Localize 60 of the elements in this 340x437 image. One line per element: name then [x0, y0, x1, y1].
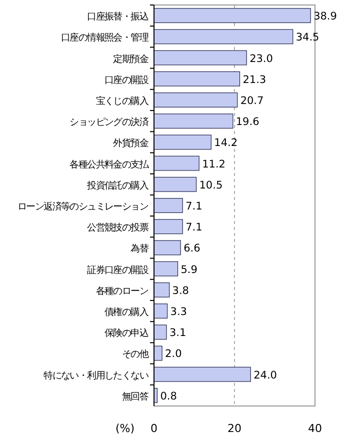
bar	[154, 71, 240, 86]
bar	[154, 198, 183, 213]
y-tick-label: 為替	[130, 244, 148, 255]
x-tick-label: 0	[150, 422, 158, 435]
y-tick-label: 投資信託の購入	[86, 180, 148, 192]
y-tick-label: 定期預金	[113, 54, 148, 65]
bar	[154, 282, 170, 298]
data-label: 19.6	[236, 116, 260, 128]
y-tick-label: 証券口座の開設	[87, 264, 148, 276]
bar	[154, 134, 212, 150]
data-label: 2.0	[165, 348, 182, 360]
y-tick-label: ローン返済等のシュミレーション	[17, 202, 148, 212]
data-label: 24.0	[254, 369, 277, 382]
data-label: 11.2	[202, 158, 226, 170]
y-tick-label: 口座の開設	[104, 74, 148, 86]
bar	[154, 176, 197, 192]
bar	[154, 92, 238, 108]
y-tick-label: 公営競技の投票	[87, 222, 148, 234]
y-tick-label: 口座の情報照会・管理	[60, 32, 148, 44]
data-label: 34.5	[296, 32, 320, 44]
x-axis-title: (%)	[115, 422, 135, 435]
data-label: 10.5	[199, 179, 223, 192]
bar	[154, 29, 294, 44]
bar	[154, 240, 181, 256]
y-tick-label: 各種のローン	[96, 286, 148, 297]
data-label: 14.2	[214, 137, 238, 150]
bar	[154, 114, 234, 129]
bar	[154, 324, 167, 340]
y-tick-label: 各種公共料金の支払	[70, 159, 150, 170]
bar	[154, 304, 168, 319]
data-label: 23.0	[250, 52, 273, 65]
y-tick-label: 外貨預金	[113, 138, 148, 150]
bar	[154, 50, 247, 66]
bar	[154, 8, 311, 24]
y-tick-label: 無回答	[122, 391, 148, 402]
data-label: 7.1	[186, 222, 202, 234]
bar	[154, 219, 183, 234]
x-tick-label: 20	[228, 422, 242, 435]
y-tick-label: 口座振替・振込	[87, 12, 148, 23]
x-tick-label: 40	[308, 422, 322, 435]
data-label: 3.1	[169, 327, 186, 340]
bar	[154, 366, 251, 382]
y-tick-label: 特にない・利用したくない	[44, 370, 148, 382]
data-label: 6.6	[184, 242, 201, 255]
data-label: 21.3	[242, 74, 266, 86]
data-label: 5.9	[180, 264, 198, 276]
y-tick-label: 保険の申込	[104, 328, 148, 340]
bar	[154, 261, 178, 276]
y-tick-label: その他	[122, 349, 148, 360]
y-tick-label: 債権の購入	[104, 307, 148, 318]
data-label: 20.7	[240, 94, 264, 107]
y-tick-label: ショッピングの決済	[70, 117, 148, 128]
data-label: 38.9	[314, 10, 337, 23]
bar	[154, 346, 162, 361]
data-label: 0.8	[160, 390, 177, 402]
data-label: 7.1	[186, 200, 202, 212]
bar	[154, 156, 200, 171]
data-label: 3.3	[170, 306, 187, 318]
data-label: 3.8	[172, 284, 189, 297]
y-tick-label: 宝くじの購入	[96, 96, 148, 107]
